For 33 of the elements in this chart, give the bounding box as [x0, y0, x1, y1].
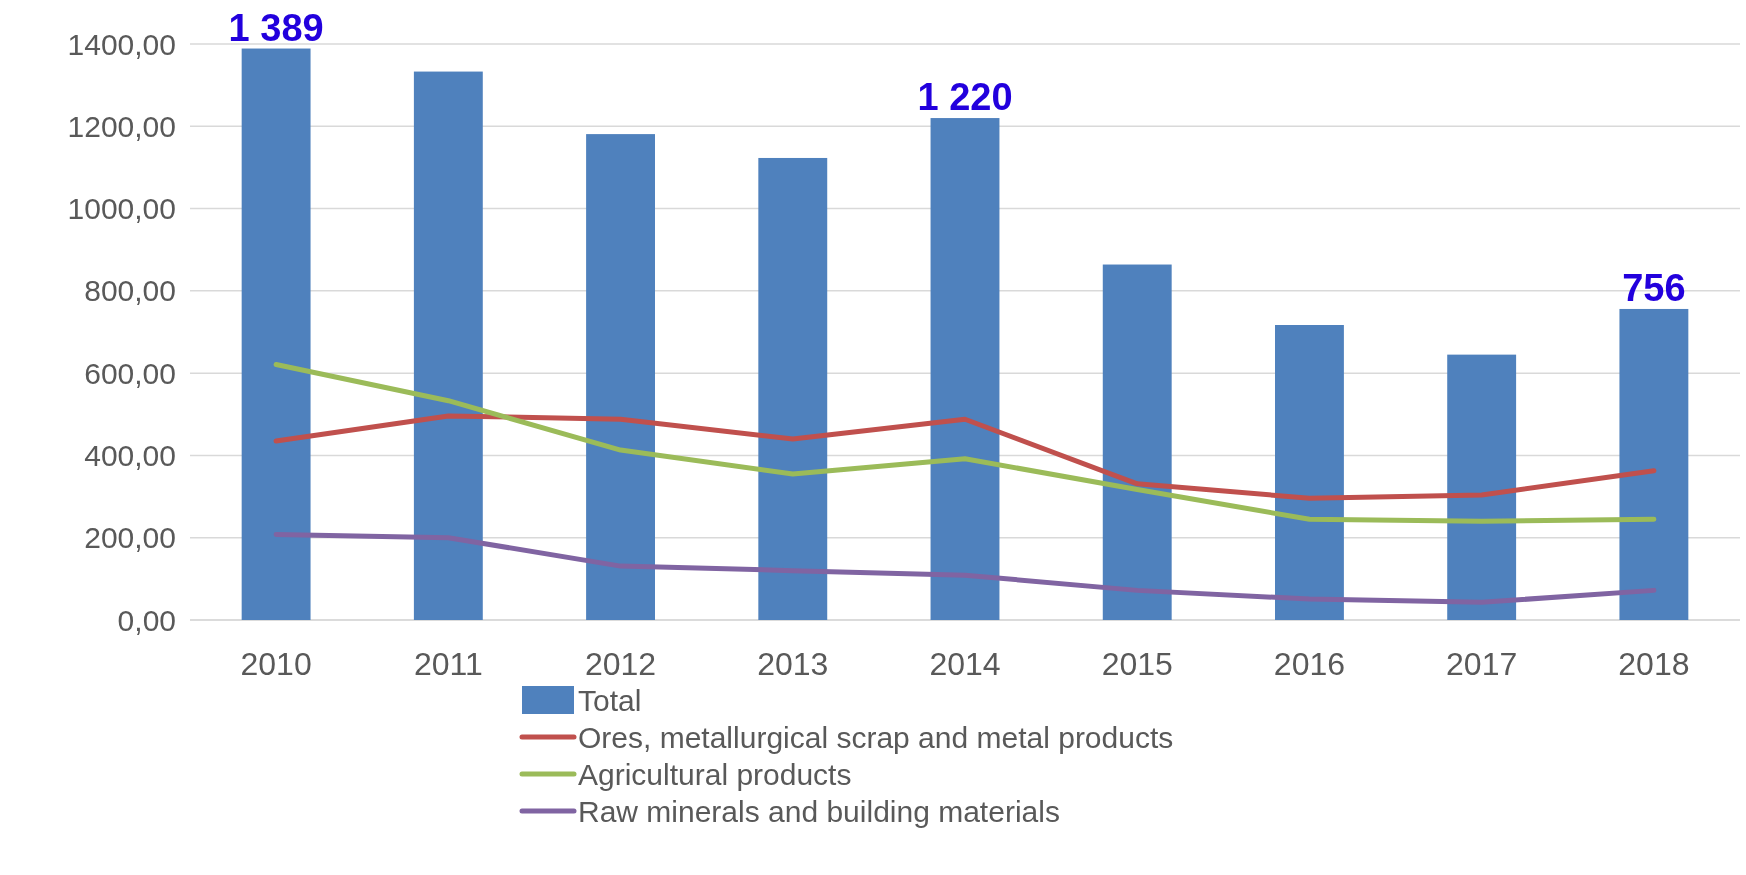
data-label: 756 [1622, 266, 1686, 309]
bar [241, 48, 311, 620]
bar [1447, 354, 1517, 620]
x-tick-label: 2015 [1101, 646, 1173, 682]
y-tick-label: 1200,00 [67, 109, 176, 143]
x-tick-label: 2010 [240, 646, 312, 682]
legend-label: Ores, metallurgical scrap and metal products [578, 720, 1174, 754]
y-tick-label: 800,00 [84, 274, 176, 308]
x-tick-label: 2011 [413, 646, 483, 682]
y-tick-label: 400,00 [84, 438, 176, 472]
y-tick-label: 1400,00 [67, 27, 176, 61]
y-tick-label: 1000,00 [67, 192, 176, 226]
bar [930, 118, 1000, 620]
x-tick-label: 2017 [1446, 646, 1518, 682]
bar [1102, 264, 1172, 620]
bar [758, 157, 828, 620]
bar [413, 71, 483, 620]
x-tick-label: 2014 [929, 646, 1001, 682]
legend-label: Raw minerals and building materials [578, 794, 1060, 828]
bar [1275, 325, 1344, 620]
legend-label: Agricultural products [578, 757, 852, 791]
y-tick-label: 600,00 [84, 356, 176, 390]
data-label: 1 220 [917, 76, 1013, 119]
x-tick-label: 2013 [757, 646, 829, 682]
x-tick-label: 2018 [1618, 646, 1690, 682]
x-tick-label: 2016 [1273, 646, 1346, 682]
y-tick-label: 0,00 [117, 603, 176, 637]
y-tick-label: 200,00 [84, 521, 176, 555]
bar [1619, 308, 1689, 620]
data-label: 1 389 [228, 6, 324, 49]
x-tick-label: 2012 [584, 646, 657, 682]
legend-label: Total [578, 683, 642, 717]
bar [586, 134, 655, 620]
